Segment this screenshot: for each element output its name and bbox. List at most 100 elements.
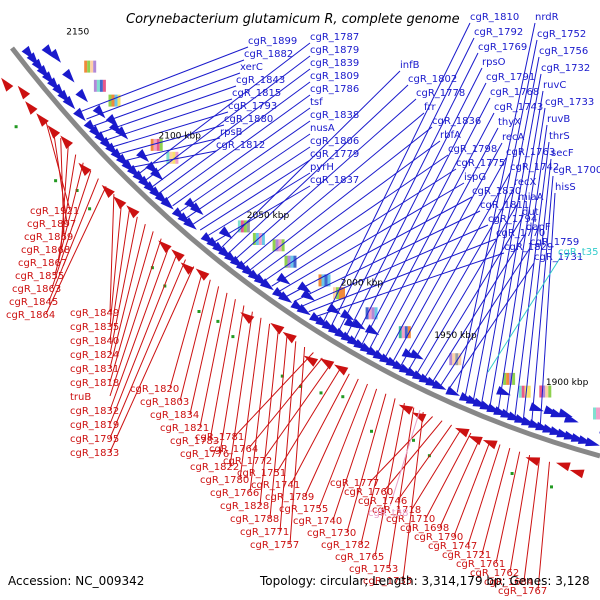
forward-leader-line <box>464 39 538 397</box>
marker-dot <box>412 438 415 442</box>
forward-leader-line <box>172 107 311 207</box>
reverse-leader-line <box>57 154 77 263</box>
forward-leader-line <box>228 84 409 254</box>
gene-label-reverse: truB <box>70 392 91 403</box>
gene-labels: cgR_1899 cgR_1882 xerC cgR_1843 cgR_1815 cgR_… <box>6 12 600 597</box>
reverse-leader-line <box>48 178 99 302</box>
reverse-gene-arrow <box>36 113 49 127</box>
gene-label-reverse: cgR_1776 <box>180 449 229 460</box>
feature-category-block <box>455 353 459 366</box>
gene-label-reverse: cgR_1755 <box>279 504 328 515</box>
feature-category-block <box>339 287 342 300</box>
feature-category-block <box>324 274 328 287</box>
forward-gene-arrow <box>183 217 197 230</box>
feature-category-block <box>596 407 599 420</box>
reverse-leader-line <box>259 329 279 506</box>
gene-label-forward: cgR_1791 <box>486 72 535 83</box>
forward-leader-line <box>112 111 229 148</box>
forward-leader-line <box>271 168 457 287</box>
gene-label-reverse: cgR_1740 <box>293 516 342 527</box>
reverse-leader-line <box>374 403 405 557</box>
gene-label-forward: cgR_1759 <box>530 237 579 248</box>
tick-label: 1900 kbp <box>546 378 589 388</box>
reverse-leader-line <box>109 266 195 453</box>
forward-leader-line <box>179 120 311 213</box>
forward-leader-line <box>330 37 475 327</box>
forward-gene-arrow <box>48 48 61 63</box>
forward-leader-line <box>105 98 233 141</box>
gene-label-forward: dapF <box>526 222 551 233</box>
gene-label-reverse: cgR_1753 <box>349 564 398 575</box>
reverse-gene-arrow <box>113 196 127 210</box>
forward-leader-line <box>338 52 479 331</box>
gene-label-forward: thyX <box>498 117 521 128</box>
reverse-gene-arrow <box>60 135 73 149</box>
gene-label-reverse: cgR_1698 <box>400 523 449 534</box>
gene-label-forward: pyrH <box>310 162 334 173</box>
gene-label-forward: cgR_1756 <box>539 46 588 57</box>
forward-leader-line <box>308 238 497 313</box>
feature-category-block <box>452 353 456 366</box>
gene-label-reverse: cgR_1721 <box>442 550 491 561</box>
marker-dot <box>54 179 58 183</box>
feature-category-block <box>284 255 288 268</box>
reverse-leader-line <box>304 378 359 497</box>
feature-category-block <box>287 255 291 268</box>
gene-label-forward: rpsB <box>220 127 243 138</box>
feature-category-block <box>90 60 94 73</box>
gene-label-forward: cgR_1811 <box>480 200 529 211</box>
forward-leader-line <box>400 172 511 366</box>
gene-label-reverse: cgR_1771 <box>240 527 289 538</box>
gene-label-forward: ruvC <box>543 80 566 91</box>
trna-leader-line <box>389 409 421 507</box>
forward-leader-line <box>249 126 433 271</box>
gene-label-reverse: cgR_1777 <box>330 478 379 489</box>
gene-label-reverse: cgR_1780 <box>200 475 249 486</box>
tick-label: 2150 <box>66 28 89 38</box>
gene-label-reverse: cgR_1849 <box>70 308 119 319</box>
forward-leader-line <box>86 59 245 120</box>
gene-label-forward: cgR_1812 <box>216 140 265 151</box>
gene-label-forward: miaA <box>518 192 544 203</box>
forward-leader-line <box>440 247 531 386</box>
forward-leader-line <box>514 141 550 416</box>
reverse-leader-line <box>369 416 433 483</box>
forward-leader-line <box>384 142 503 358</box>
forward-leader-line <box>165 94 311 200</box>
gene-label-reverse: cgR_1751 <box>237 468 286 479</box>
gene-label-reverse: cgR_1921 <box>30 206 79 217</box>
feature-category-block <box>87 60 91 73</box>
gene-label-reverse: cgR_1789 <box>265 492 314 503</box>
gene-label-reverse: cgR_1790 <box>414 532 463 543</box>
feature-category-block <box>243 220 247 233</box>
reverse-gene-arrow <box>455 427 470 438</box>
forward-leader-line <box>497 107 546 410</box>
reverse-gene-arrow <box>334 364 349 376</box>
reverse-leader-line <box>109 231 154 383</box>
gene-label-reverse: cgR_1867 <box>18 258 67 269</box>
reverse-leader-line <box>495 451 521 564</box>
reverse-leader-line <box>109 223 146 369</box>
gene-label-forward: secF <box>551 148 574 159</box>
reverse-gene-arrow <box>398 404 414 415</box>
feature-category-block <box>93 60 97 73</box>
gene-label-forward: rbfA <box>440 130 461 141</box>
feature-category-block <box>539 385 543 398</box>
gene-label-reverse: cgR_1831 <box>70 364 119 375</box>
feature-category-block <box>172 151 176 164</box>
gene-label-forward: cgR_1798 <box>448 144 497 155</box>
tick-label: 2000 kbp <box>341 278 384 288</box>
feature-arrows <box>1 44 600 479</box>
feature-category-block <box>281 239 285 252</box>
forward-leader-line <box>416 202 519 374</box>
reverse-gene-arrow <box>17 85 31 100</box>
reverse-leader-line <box>109 252 178 425</box>
gene-label-reverse: cgR_1730 <box>307 528 356 539</box>
reverse-leader-line <box>537 461 550 591</box>
gene-label-reverse: cgR_1772 <box>223 456 272 467</box>
feature-category-block <box>401 326 405 339</box>
tick-label: 1950 kbp <box>434 331 477 341</box>
forward-leader-line <box>489 90 544 407</box>
gene-label-reverse: cgR_1803 <box>140 397 189 408</box>
gene-label-reverse: cgR_1819 <box>70 420 119 431</box>
